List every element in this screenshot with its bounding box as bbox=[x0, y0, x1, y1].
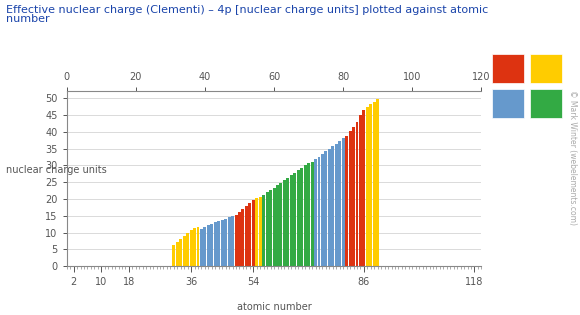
Bar bbox=[362, 110, 365, 266]
Bar bbox=[304, 165, 307, 266]
Bar bbox=[331, 146, 334, 266]
Bar bbox=[287, 178, 289, 266]
Bar bbox=[338, 141, 341, 266]
Bar bbox=[276, 185, 279, 266]
Bar bbox=[241, 209, 244, 266]
Bar bbox=[218, 221, 220, 266]
Bar bbox=[314, 159, 317, 266]
Bar bbox=[231, 216, 234, 266]
Bar bbox=[255, 198, 258, 266]
Bar bbox=[345, 136, 348, 266]
Bar bbox=[234, 215, 237, 266]
Bar bbox=[214, 222, 217, 266]
Bar bbox=[183, 236, 186, 266]
Bar bbox=[176, 243, 179, 266]
Bar bbox=[172, 245, 175, 266]
Bar bbox=[190, 230, 193, 266]
Bar bbox=[211, 224, 213, 266]
Bar bbox=[359, 115, 362, 266]
Bar bbox=[273, 188, 275, 266]
Bar bbox=[369, 104, 372, 266]
Bar bbox=[280, 183, 282, 266]
Bar bbox=[269, 190, 272, 266]
Bar bbox=[530, 54, 561, 83]
Bar bbox=[207, 225, 210, 266]
Bar bbox=[530, 89, 561, 118]
Text: Effective nuclear charge (Clementi) – 4p [nuclear charge units] plotted against : Effective nuclear charge (Clementi) – 4p… bbox=[6, 5, 488, 15]
Bar bbox=[204, 227, 206, 266]
Bar bbox=[283, 180, 286, 266]
Bar bbox=[224, 219, 227, 266]
Text: number: number bbox=[6, 14, 49, 24]
Text: atomic number: atomic number bbox=[237, 302, 311, 312]
Bar bbox=[248, 203, 251, 266]
Bar bbox=[197, 227, 200, 266]
Bar bbox=[300, 168, 303, 266]
Bar bbox=[297, 170, 300, 266]
Bar bbox=[324, 152, 327, 266]
Bar bbox=[186, 233, 189, 266]
Bar bbox=[349, 131, 351, 266]
Bar bbox=[238, 212, 241, 266]
Bar bbox=[492, 89, 524, 118]
Bar bbox=[321, 154, 324, 266]
Bar bbox=[228, 217, 231, 266]
Bar bbox=[356, 122, 358, 266]
Bar bbox=[290, 175, 293, 266]
Bar bbox=[193, 228, 196, 266]
Bar bbox=[245, 206, 248, 266]
Bar bbox=[262, 195, 265, 266]
Bar bbox=[179, 239, 182, 266]
Bar bbox=[293, 173, 296, 266]
Bar bbox=[492, 54, 524, 83]
Bar bbox=[373, 101, 376, 266]
Bar bbox=[266, 192, 269, 266]
Bar bbox=[366, 107, 369, 266]
Bar bbox=[376, 99, 379, 266]
Text: © Mark Winter (webelements.com): © Mark Winter (webelements.com) bbox=[568, 90, 577, 225]
Bar bbox=[221, 220, 224, 266]
Bar bbox=[328, 149, 331, 266]
Bar bbox=[352, 127, 355, 266]
Bar bbox=[342, 138, 345, 266]
Text: nuclear charge units: nuclear charge units bbox=[6, 165, 107, 175]
Bar bbox=[259, 198, 262, 266]
Bar bbox=[311, 162, 314, 266]
Bar bbox=[317, 157, 320, 266]
Bar bbox=[200, 229, 203, 266]
Bar bbox=[335, 144, 338, 266]
Bar bbox=[252, 200, 255, 266]
Bar bbox=[307, 163, 310, 266]
